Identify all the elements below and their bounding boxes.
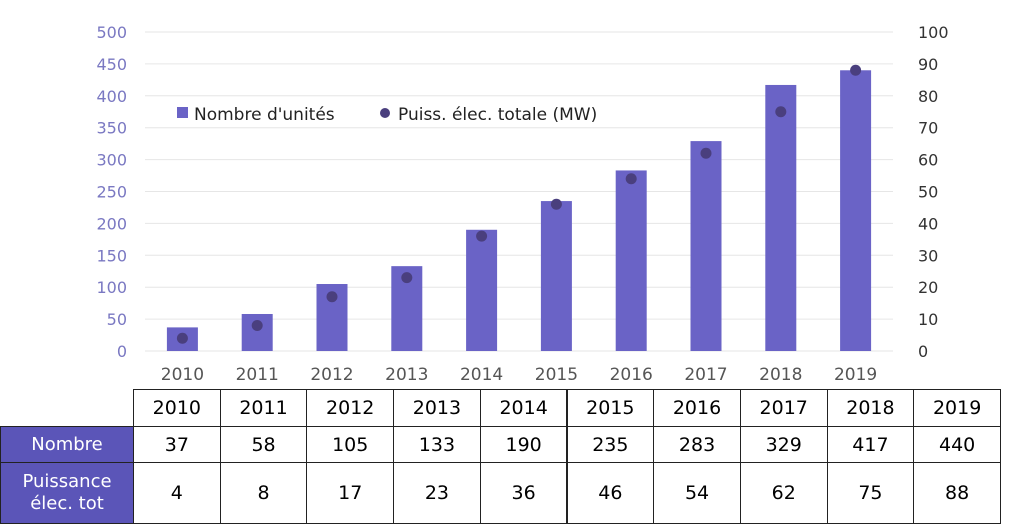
left-tick-label: 450: [96, 55, 127, 74]
row-label-text: Puissance élec. tot: [22, 471, 111, 515]
x-tick-label: 2015: [535, 365, 578, 385]
combo-chart: 0 50 100 150 200 250 300 350 400 450 500 0 10 20 30 40…: [96, 23, 949, 385]
left-tick-label: 200: [96, 214, 127, 233]
table-cell: 54: [653, 462, 741, 524]
table-cell: 190: [479, 426, 568, 463]
x-tick-label: 2010: [161, 365, 204, 385]
row-label-text: Nombre: [31, 434, 103, 456]
right-tick-label: 50: [918, 183, 938, 202]
table-cell: 4: [133, 462, 221, 524]
bar: [765, 84, 797, 351]
table-cell: 75: [826, 462, 915, 524]
table-header-cell: 2016: [653, 389, 741, 427]
right-tick-label: 10: [918, 310, 938, 329]
data-point: [775, 106, 787, 118]
bar: [615, 170, 647, 351]
left-tick-label: 250: [96, 183, 127, 202]
table-header-cell: 2013: [393, 389, 481, 427]
left-tick-label: 500: [96, 23, 127, 42]
data-point: [850, 64, 862, 76]
table-cell: 58: [219, 426, 308, 463]
data-point: [326, 291, 338, 303]
bar: [690, 141, 722, 351]
left-tick-label: 0: [117, 342, 127, 361]
right-tick-label: 70: [918, 119, 938, 138]
data-point: [625, 173, 637, 185]
table-cell: 17: [306, 462, 395, 524]
left-axis: 0 50 100 150 200 250 300 350 400 450 500: [96, 23, 127, 361]
bar: [840, 70, 872, 351]
left-tick-label: 150: [96, 246, 127, 265]
table-cell: 88: [913, 462, 1001, 524]
left-tick-label: 350: [96, 119, 127, 138]
right-tick-label: 40: [918, 214, 938, 233]
data-table: 2010 2011 2012 2013 2014 2015 2016 2017 2018 2019…: [0, 389, 1015, 525]
row-label-line: Puissance: [22, 471, 112, 492]
table-row-label: Puissance élec. tot: [0, 462, 134, 524]
left-tick-label: 400: [96, 87, 127, 106]
table-header-cell: 2011: [219, 389, 308, 427]
data-point: [176, 332, 188, 344]
data-point: [401, 272, 413, 284]
x-tick-label: 2019: [834, 365, 877, 385]
legend-bar-swatch: [177, 107, 188, 118]
table-header-cell: 2015: [566, 389, 655, 427]
bar: [540, 201, 572, 351]
table-cell: 283: [653, 426, 741, 463]
legend-point-swatch: [380, 108, 390, 118]
x-tick-label: 2012: [310, 365, 353, 385]
bar: [466, 229, 498, 351]
legend-bar-label: Nombre d'unités: [194, 105, 335, 125]
table-row-label: Nombre: [0, 426, 134, 463]
right-tick-label: 60: [918, 151, 938, 170]
data-point: [251, 319, 263, 331]
data-point: [700, 147, 712, 159]
point-series: [176, 64, 862, 344]
table-cell: 46: [566, 462, 655, 524]
left-tick-label: 50: [107, 310, 127, 329]
legend: Nombre d'unités Puiss. élec. totale (MW): [177, 105, 597, 125]
right-tick-label: 100: [918, 23, 949, 42]
x-axis: 2010 2011 2012 2013 2014 2015 2016 2017 2018 2019: [161, 365, 877, 385]
table-cell: 36: [479, 462, 568, 524]
table-cell: 235: [566, 426, 655, 463]
legend-point-label: Puiss. élec. totale (MW): [398, 105, 597, 125]
table-header-cell: 2012: [306, 389, 395, 427]
table-header-cell: 2019: [913, 389, 1001, 427]
table-cell: 62: [739, 462, 828, 524]
table-cell: 8: [219, 462, 308, 524]
right-tick-label: 80: [918, 87, 938, 106]
x-tick-label: 2018: [759, 365, 802, 385]
x-tick-label: 2014: [460, 365, 503, 385]
table-cell: 417: [826, 426, 915, 463]
table-cell: 37: [133, 426, 221, 463]
bar: [241, 313, 273, 351]
right-axis: 0 10 20 30 40 50 60 70 80 90 100: [918, 23, 949, 361]
table-cell: 329: [739, 426, 828, 463]
row-label-line: Nombre: [31, 433, 103, 455]
table-header-cell: 2017: [739, 389, 828, 427]
table-cell: 23: [393, 462, 481, 524]
table-header-cell: 2014: [479, 389, 568, 427]
x-tick-label: 2011: [236, 365, 279, 385]
table-cell: 440: [913, 426, 1001, 463]
table-cell: 105: [306, 426, 395, 463]
table-cell: 133: [393, 426, 481, 463]
table-header-cell: 2018: [826, 389, 915, 427]
right-tick-label: 90: [918, 55, 938, 74]
data-point: [476, 230, 488, 242]
right-tick-label: 20: [918, 278, 938, 297]
right-tick-label: 30: [918, 246, 938, 265]
table-header-cell: 2010: [133, 389, 221, 427]
x-tick-label: 2017: [684, 365, 727, 385]
left-tick-label: 100: [96, 278, 127, 297]
x-tick-label: 2016: [610, 365, 653, 385]
right-tick-label: 0: [918, 342, 928, 361]
data-point: [550, 198, 562, 210]
x-tick-label: 2013: [385, 365, 428, 385]
row-label-line: élec. tot: [30, 493, 104, 514]
left-tick-label: 300: [96, 151, 127, 170]
